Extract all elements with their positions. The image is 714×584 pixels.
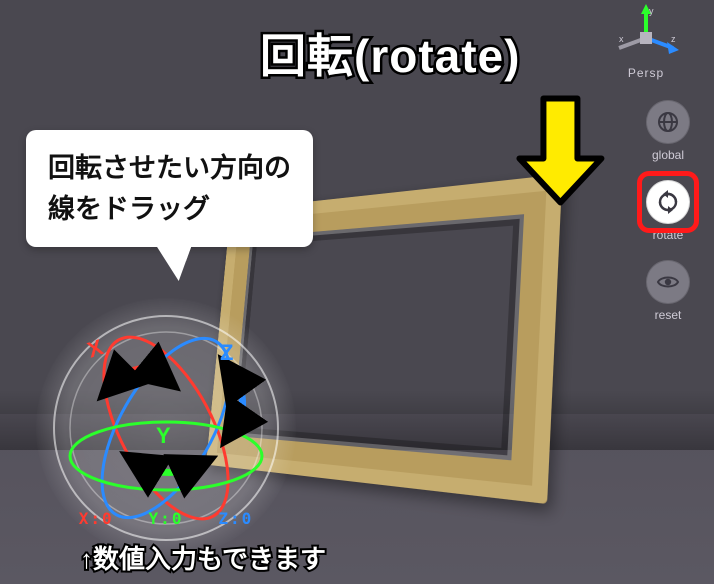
svg-text:z: z bbox=[671, 34, 676, 44]
gizmo-z-arrow bbox=[232, 374, 243, 428]
annotation-headline: 回転(rotate) bbox=[260, 20, 520, 86]
viewport-3d[interactable]: y z x Persp global bbox=[0, 0, 714, 584]
svg-text:x: x bbox=[619, 34, 624, 44]
instruction-bubble: 回転させたい方向の 線をドラッグ bbox=[26, 130, 313, 247]
gizmo-y-arrow bbox=[140, 464, 196, 473]
globe-icon bbox=[656, 110, 680, 134]
gizmo-values[interactable]: X:0 Y:0 Z:0 bbox=[36, 509, 296, 528]
gizmo-y-label: Y bbox=[156, 423, 171, 449]
gizmo-y-value[interactable]: Y:0 bbox=[149, 509, 184, 528]
orientation-gizmo-icon: y z x bbox=[611, 4, 681, 66]
rotation-gizmo[interactable]: X Y Z X:0 Y:0 Z:0 bbox=[36, 298, 296, 558]
gizmo-z-label: Z bbox=[220, 340, 233, 366]
global-button[interactable] bbox=[646, 100, 690, 144]
gizmo-z-value[interactable]: Z:0 bbox=[218, 509, 253, 528]
global-tool[interactable]: global bbox=[646, 100, 690, 162]
bubble-line1: 回転させたい方向の bbox=[48, 153, 291, 183]
transform-toolbar: global rotate reset bbox=[646, 100, 690, 322]
reset-button[interactable] bbox=[646, 260, 690, 304]
reset-label: reset bbox=[655, 308, 682, 322]
global-label: global bbox=[652, 148, 684, 162]
rotate-button[interactable] bbox=[646, 180, 690, 224]
gizmo-x-arrow bbox=[114, 369, 162, 384]
rotate-icon bbox=[656, 190, 680, 214]
eye-icon bbox=[656, 270, 680, 294]
reset-tool[interactable]: reset bbox=[646, 260, 690, 322]
rotate-label: rotate bbox=[653, 228, 684, 242]
rotate-tool[interactable]: rotate bbox=[646, 180, 690, 242]
svg-text:y: y bbox=[649, 6, 654, 16]
bubble-line2: 線をドラッグ bbox=[48, 194, 210, 224]
annotation-footnote: ↑数値入力もできます bbox=[80, 539, 326, 576]
orientation-gizmo[interactable]: y z x Persp bbox=[606, 4, 686, 80]
projection-label: Persp bbox=[606, 66, 686, 80]
gizmo-x-value[interactable]: X:0 bbox=[79, 509, 114, 528]
